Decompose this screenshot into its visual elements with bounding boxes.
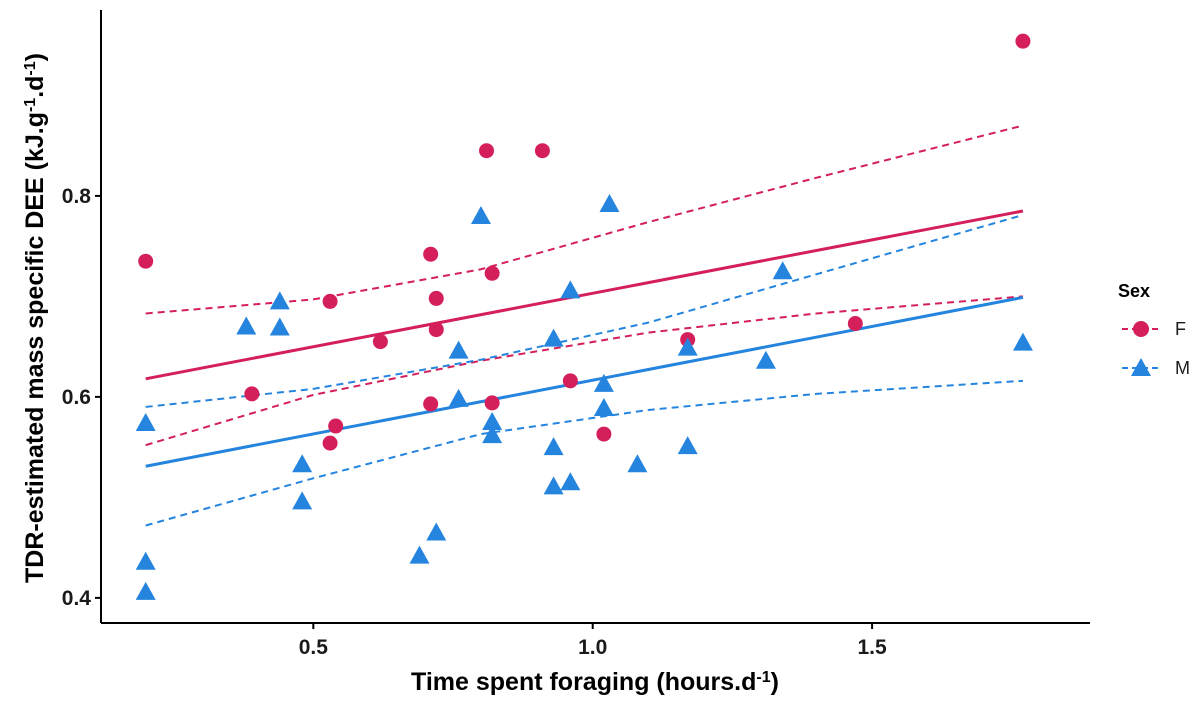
point-m — [135, 551, 156, 570]
legend-label-f: F — [1175, 319, 1186, 339]
plot-lines-layer — [145, 124, 1024, 527]
legend-key-circle-icon — [1133, 321, 1149, 337]
point-m — [236, 316, 257, 335]
point-m — [269, 291, 290, 310]
point-f — [423, 396, 439, 412]
point-m — [599, 193, 620, 212]
point-f — [484, 265, 500, 281]
y-axis-title: TDR-estimated mass specific DEE (kJ.g-1.… — [21, 53, 49, 583]
point-m — [677, 436, 698, 455]
x-axis-title: Time spent foraging (hours.d-1) — [411, 668, 779, 696]
point-f — [428, 322, 444, 338]
x-tick-label: 1.0 — [578, 636, 607, 659]
point-m — [755, 350, 776, 369]
plot-points-layer — [135, 33, 1033, 600]
point-f — [372, 334, 388, 350]
point-m — [677, 337, 698, 356]
y-tick-label: 0.8 — [62, 185, 92, 208]
point-m — [269, 317, 290, 336]
ci-lower-f — [145, 295, 1024, 447]
point-m — [560, 280, 581, 299]
legend-title: Sex — [1118, 281, 1150, 301]
point-m — [448, 340, 469, 359]
point-m — [543, 476, 564, 495]
point-m — [292, 454, 313, 473]
point-f — [322, 293, 338, 309]
point-m — [772, 261, 793, 280]
ci-upper-m — [145, 214, 1024, 408]
point-f — [322, 435, 338, 451]
point-f — [479, 143, 495, 159]
point-m — [482, 412, 503, 431]
point-m — [426, 522, 447, 541]
x-tick-label: 0.5 — [299, 636, 329, 659]
fit-line-f — [145, 209, 1024, 381]
ci-lower-m — [145, 379, 1024, 527]
point-m — [543, 328, 564, 347]
point-f — [244, 386, 260, 402]
y-tick-label: 0.6 — [62, 386, 91, 409]
point-m — [593, 397, 614, 416]
point-f — [428, 290, 444, 306]
ci-upper-f — [145, 124, 1024, 315]
legend-item-f: F — [1122, 319, 1186, 339]
y-tick-label: 0.4 — [62, 587, 92, 610]
y-axis-ticks: 0.4 0.6 0.8 — [62, 185, 101, 610]
point-f — [596, 426, 612, 442]
point-m — [627, 454, 648, 473]
point-m — [135, 413, 156, 432]
point-f — [328, 418, 344, 434]
point-m — [560, 472, 581, 491]
x-tick-label: 1.5 — [857, 636, 887, 659]
point-m — [409, 545, 430, 564]
point-f — [1015, 33, 1031, 49]
point-f — [847, 316, 863, 332]
point-m — [543, 437, 564, 456]
point-m — [482, 425, 503, 444]
point-f — [423, 246, 439, 262]
point-m — [292, 491, 313, 510]
fit-line-m — [145, 295, 1024, 468]
point-f — [534, 143, 550, 159]
legend-item-m: M — [1122, 358, 1190, 378]
point-f — [562, 373, 578, 389]
point-m — [593, 373, 614, 392]
point-f — [138, 253, 154, 269]
point-f — [484, 395, 500, 411]
x-axis-ticks: 0.5 1.0 1.5 — [299, 623, 887, 659]
legend-label-m: M — [1175, 358, 1190, 378]
point-m — [448, 388, 469, 407]
point-m — [470, 206, 491, 225]
point-m — [135, 581, 156, 600]
legend: Sex F M — [1118, 281, 1190, 378]
legend-key-triangle-icon — [1131, 358, 1151, 376]
point-m — [1012, 332, 1033, 351]
